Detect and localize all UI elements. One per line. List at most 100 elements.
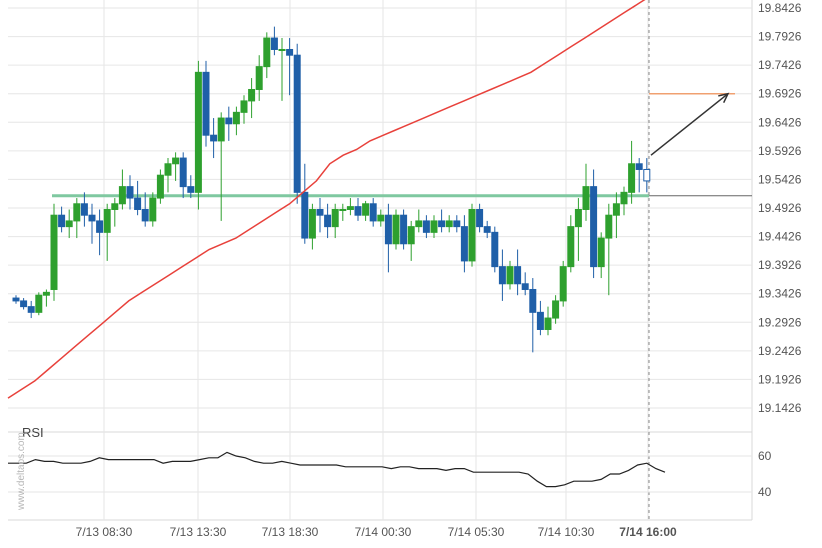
candle-body (628, 163, 636, 193)
candle-body (141, 208, 149, 222)
time-tick-label: 7/14 10:30 (538, 525, 595, 539)
time-axis-labels: 7/13 08:30 7/13 13:30 7/13 18:30 7/14 00:30… (76, 525, 677, 539)
candle-body (255, 66, 263, 90)
candle (263, 32, 271, 79)
candle (354, 198, 362, 221)
price-tick-label: 19.8426 (758, 1, 802, 15)
candle (339, 203, 347, 221)
candle (248, 78, 256, 119)
candle-body (172, 157, 180, 165)
candle (156, 169, 164, 204)
candle (468, 203, 476, 267)
candle (232, 106, 240, 136)
candle-body (377, 214, 385, 222)
candle (103, 203, 111, 261)
candle (278, 38, 286, 101)
time-tick-label: 7/13 18:30 (262, 525, 319, 539)
candle (407, 220, 415, 261)
candle-body (369, 203, 377, 222)
candle-body (339, 208, 347, 211)
candle-body (521, 283, 529, 290)
candle-body (445, 220, 453, 228)
candle (73, 198, 81, 239)
candle (12, 295, 20, 304)
candle (293, 43, 301, 204)
price-tick-label: 19.7926 (758, 30, 802, 44)
price-axis-labels: 19.8426 19.7926 19.7426 19.6926 19.6426 19.59… (758, 1, 802, 415)
candle-body (392, 214, 400, 245)
candle-body (491, 231, 499, 268)
time-tick-label: 7/14 16:00 (619, 525, 677, 539)
candle (422, 215, 430, 239)
candle-body (217, 117, 225, 142)
candle-body (346, 206, 354, 210)
candle (514, 249, 522, 296)
candle-body (582, 186, 590, 210)
candle (50, 203, 58, 301)
candle (384, 203, 392, 273)
candle-body (187, 186, 195, 193)
candle-body (506, 266, 514, 285)
candle (521, 272, 529, 296)
candle-body (559, 266, 567, 302)
candle (529, 278, 537, 353)
time-tick-label: 7/13 08:30 (76, 525, 133, 539)
candle (164, 158, 172, 193)
candle (552, 295, 560, 324)
arrow-shaft (650, 93, 729, 156)
candle (643, 158, 651, 193)
rsi-tick-label: 40 (758, 485, 772, 499)
candle-body (316, 208, 324, 216)
candle-body (179, 157, 187, 188)
candle-body (354, 206, 362, 216)
candle-body (103, 208, 111, 233)
candle (255, 55, 263, 101)
candle (217, 112, 225, 221)
candle-body (407, 226, 415, 245)
gridlines (8, 0, 752, 520)
candle-body (210, 134, 218, 142)
candle (392, 209, 400, 250)
candle (491, 226, 499, 273)
candle (172, 152, 180, 181)
candle (476, 203, 484, 233)
price-tick-label: 19.3426 (758, 287, 802, 301)
candle-body (476, 208, 484, 228)
candle (536, 300, 544, 336)
candle (331, 203, 339, 239)
candle-body (118, 186, 126, 205)
candle (635, 158, 643, 193)
candle (20, 298, 28, 310)
candle-body (35, 294, 43, 313)
candle (597, 232, 605, 279)
candle-body (202, 71, 210, 136)
candle-body (111, 203, 119, 210)
candle-body (430, 220, 438, 233)
price-tick-label: 19.1426 (758, 401, 802, 415)
candle (225, 106, 233, 141)
candle-body (620, 191, 628, 205)
candle (400, 209, 408, 250)
ma-line (7, 0, 646, 399)
candle (134, 180, 142, 216)
candle-body (483, 226, 491, 233)
price-tick-label: 19.4926 (758, 201, 802, 215)
candle (96, 209, 104, 256)
candle (111, 198, 119, 227)
candle (506, 260, 514, 290)
candle (65, 209, 73, 239)
candle (194, 60, 202, 210)
candle-body (567, 226, 575, 268)
candle-body (384, 214, 392, 245)
candle-body (590, 186, 598, 268)
candle (612, 192, 620, 239)
price-levels (52, 0, 752, 520)
candle-body (597, 237, 605, 268)
candle (544, 306, 552, 336)
candle-body (308, 208, 316, 239)
candle-body (270, 37, 278, 50)
candle (58, 206, 66, 233)
candle (80, 192, 88, 227)
